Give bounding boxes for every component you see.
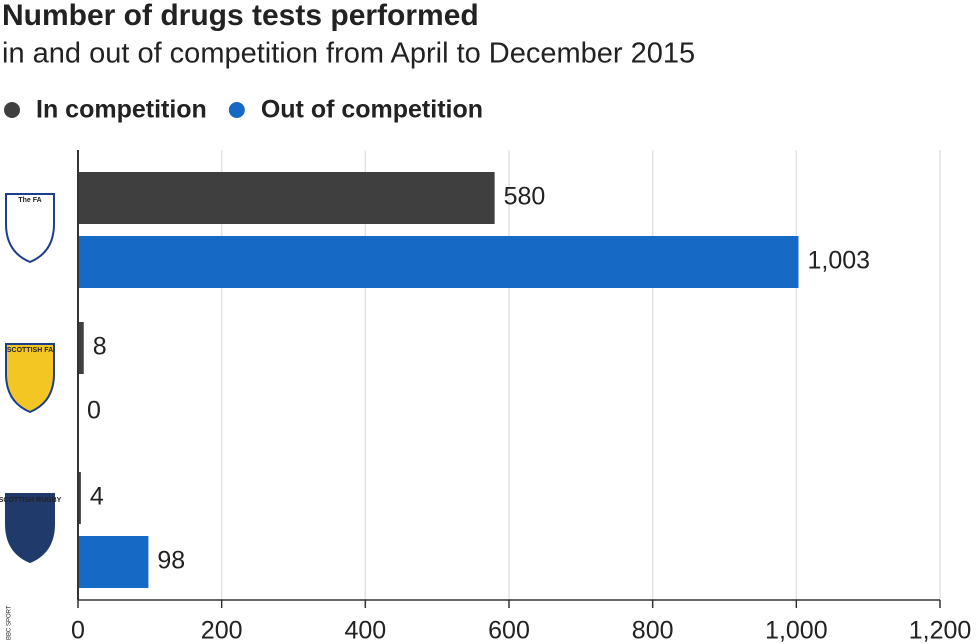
category-logo bbox=[5, 343, 55, 414]
x-tick-label: 1,200 bbox=[909, 617, 972, 644]
category-label: The FA bbox=[18, 197, 41, 204]
x-tick-label: 200 bbox=[201, 617, 243, 644]
chart-subtitle: in and out of competition from April to … bbox=[2, 38, 695, 70]
value-label: 1,003 bbox=[807, 247, 870, 275]
legend-marker bbox=[4, 102, 20, 118]
grid: 0 200 400 600 800 1,000 1,200 bbox=[71, 150, 971, 644]
x-tick-label: 600 bbox=[488, 617, 530, 644]
source: BBC SPORT bbox=[7, 605, 13, 640]
bar bbox=[78, 472, 81, 524]
bar bbox=[78, 322, 84, 374]
legend-label: In competition bbox=[36, 96, 207, 124]
chart-title: Number of drugs tests performed bbox=[2, 0, 479, 32]
legend-label: Out of competition bbox=[261, 96, 483, 124]
x-tick-label: 800 bbox=[632, 617, 674, 644]
bar bbox=[78, 236, 799, 288]
bars: The FA 580 1,003 SCOTTISH FA 8 0 SCOTTISH RUGB… bbox=[0, 150, 870, 600]
legend: In competition Out of competition bbox=[4, 96, 483, 124]
x-tick-label: 1,000 bbox=[765, 617, 828, 644]
legend-marker bbox=[228, 102, 245, 118]
bar bbox=[78, 172, 495, 224]
category-logo bbox=[5, 193, 55, 264]
value-label: 0 bbox=[87, 397, 101, 425]
bar bbox=[78, 536, 149, 588]
x-tick-label: 400 bbox=[344, 617, 386, 644]
category-label: SCOTTISH RUGBY bbox=[0, 497, 62, 504]
category-logo bbox=[5, 493, 55, 564]
value-label: 8 bbox=[93, 333, 107, 361]
value-label: 580 bbox=[504, 183, 546, 211]
value-label: 4 bbox=[90, 483, 104, 511]
x-tick-label: 0 bbox=[71, 617, 85, 644]
value-label: 98 bbox=[157, 547, 185, 575]
category-label: SCOTTISH FA bbox=[7, 347, 53, 354]
